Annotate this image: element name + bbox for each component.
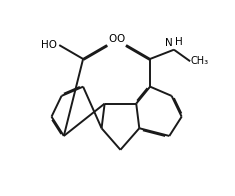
Text: H: H [175, 37, 182, 47]
Text: O: O [109, 34, 117, 44]
Text: N: N [165, 38, 173, 48]
Text: CH₃: CH₃ [191, 56, 209, 66]
Text: HO: HO [41, 40, 57, 50]
Text: O: O [116, 34, 125, 44]
